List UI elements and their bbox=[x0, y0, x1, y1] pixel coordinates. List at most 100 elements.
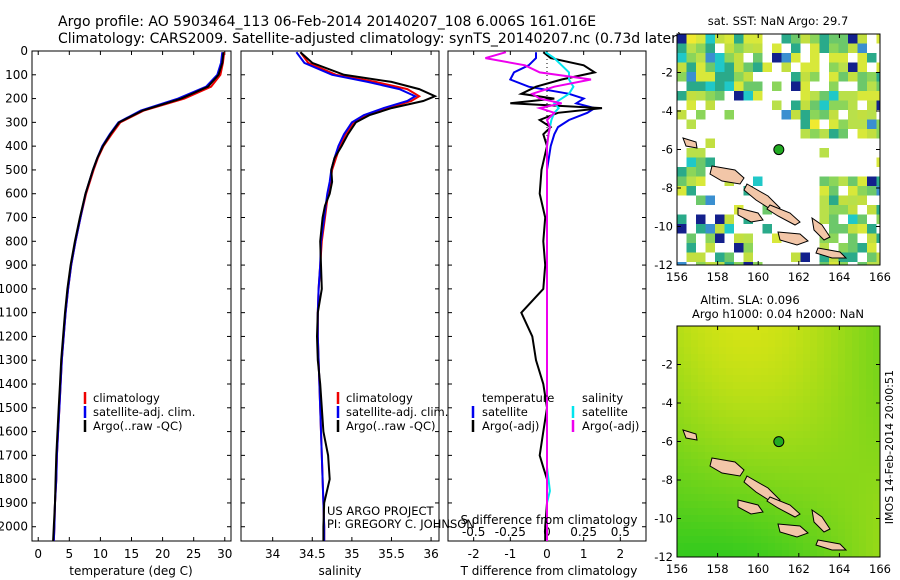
sst-pixel bbox=[753, 34, 763, 44]
sst-pixel bbox=[876, 129, 880, 139]
sla-pixel bbox=[684, 487, 691, 494]
depth-tick-label: 100 bbox=[5, 68, 28, 82]
sla-pixel bbox=[803, 487, 810, 494]
sst-pixel bbox=[724, 43, 734, 53]
sla-pixel bbox=[705, 466, 712, 473]
sla-pixel bbox=[768, 515, 775, 522]
sla-pixel bbox=[747, 417, 754, 424]
sla-pixel bbox=[754, 515, 761, 522]
sst-pixel bbox=[867, 186, 877, 196]
sst-pixel bbox=[686, 148, 696, 158]
sla-pixel bbox=[677, 396, 684, 403]
sla-pixel bbox=[859, 536, 866, 543]
legend-label-climatology: climatology bbox=[346, 391, 413, 405]
sla-pixel bbox=[740, 340, 747, 347]
sla-pixel bbox=[761, 501, 768, 508]
map-x-tick-label: 156 bbox=[666, 270, 688, 284]
sla-pixel bbox=[824, 424, 831, 431]
credit-project: US ARGO PROJECT bbox=[327, 504, 435, 518]
sla-pixel bbox=[831, 417, 838, 424]
sla-pixel bbox=[733, 459, 740, 466]
sla-pixel bbox=[684, 508, 691, 515]
sla-pixel bbox=[761, 459, 768, 466]
sla-pixel bbox=[719, 403, 726, 410]
sst-pixel bbox=[867, 243, 877, 253]
sla-pixel bbox=[852, 494, 859, 501]
sla-pixel bbox=[754, 396, 761, 403]
sst-pixel bbox=[715, 233, 725, 243]
sst-pixel bbox=[724, 262, 734, 265]
sla-pixel bbox=[740, 508, 747, 515]
sst-pixel bbox=[715, 81, 725, 91]
sla-pixel bbox=[712, 347, 719, 354]
sst-pixel bbox=[848, 62, 858, 72]
sla-pixel bbox=[831, 473, 838, 480]
map-y-tick-label: -2 bbox=[662, 66, 673, 80]
sla-pixel bbox=[810, 410, 817, 417]
sla-pixel bbox=[733, 543, 740, 550]
sla-pixel bbox=[775, 410, 782, 417]
sla-pixel bbox=[677, 347, 684, 354]
sla-pixel bbox=[859, 459, 866, 466]
sla-pixel bbox=[740, 347, 747, 354]
sla-pixel bbox=[768, 466, 775, 473]
sla-pixel bbox=[859, 522, 866, 529]
sla-pixel bbox=[740, 494, 747, 501]
sla-pixel bbox=[831, 487, 838, 494]
sla-pixel bbox=[859, 417, 866, 424]
sla-pixel bbox=[817, 550, 824, 557]
sst-pixel bbox=[800, 100, 810, 110]
sla-pixel bbox=[712, 445, 719, 452]
sla-pixel bbox=[789, 424, 796, 431]
sst-pixel bbox=[724, 53, 734, 63]
sla-pixel bbox=[803, 522, 810, 529]
depth-tick-label: 600 bbox=[5, 187, 28, 201]
sla-pixel bbox=[775, 333, 782, 340]
sla-pixel bbox=[698, 347, 705, 354]
sla-pixel bbox=[712, 487, 719, 494]
sla-pixel bbox=[684, 326, 691, 333]
sla-pixel bbox=[775, 515, 782, 522]
sla-pixel bbox=[803, 403, 810, 410]
sst-pixel bbox=[810, 100, 820, 110]
sst-pixel bbox=[838, 91, 848, 101]
sla-pixel bbox=[705, 424, 712, 431]
sla-pixel bbox=[719, 438, 726, 445]
sla-pixel bbox=[838, 354, 845, 361]
sst-pixel bbox=[696, 224, 706, 234]
sla-pixel bbox=[859, 389, 866, 396]
sla-pixel bbox=[691, 550, 698, 557]
sla-pixel bbox=[796, 340, 803, 347]
sla-pixel bbox=[838, 403, 845, 410]
map-x-tick-label: 160 bbox=[747, 270, 769, 284]
depth-tick-label: 1700 bbox=[0, 448, 28, 462]
sst-pixel bbox=[696, 81, 706, 91]
sla-pixel bbox=[817, 389, 824, 396]
sla-pixel bbox=[698, 508, 705, 515]
legend-label-climatology: climatology bbox=[93, 391, 160, 405]
sla-pixel bbox=[775, 445, 782, 452]
sla-pixel bbox=[810, 382, 817, 389]
x-tick-label-s: -0.5 bbox=[462, 525, 485, 539]
sla-pixel bbox=[824, 403, 831, 410]
sst-pixel bbox=[819, 243, 829, 253]
sla-pixel bbox=[873, 473, 880, 480]
sst-map-ticks: 156 158 160 162 164 166 -2 -4 -6 -8 -10 -12 bbox=[654, 34, 891, 284]
map-y-tick-label: -2 bbox=[662, 358, 673, 372]
sla-pixel bbox=[691, 410, 698, 417]
island-new-ireland-tip bbox=[682, 137, 698, 149]
sla-pixel bbox=[803, 452, 810, 459]
sla-pixel bbox=[810, 389, 817, 396]
sla-pixel bbox=[768, 480, 775, 487]
sla-pixel bbox=[747, 494, 754, 501]
sla-pixel bbox=[789, 403, 796, 410]
sla-pixel bbox=[768, 508, 775, 515]
sla-pixel bbox=[845, 508, 852, 515]
sla-pixel bbox=[789, 375, 796, 382]
sla-pixel bbox=[712, 326, 719, 333]
sla-pixel bbox=[803, 333, 810, 340]
sla-pixel bbox=[733, 368, 740, 375]
sst-pixel bbox=[829, 100, 839, 110]
sla-pixel bbox=[859, 515, 866, 522]
sst-pixel bbox=[857, 186, 867, 196]
